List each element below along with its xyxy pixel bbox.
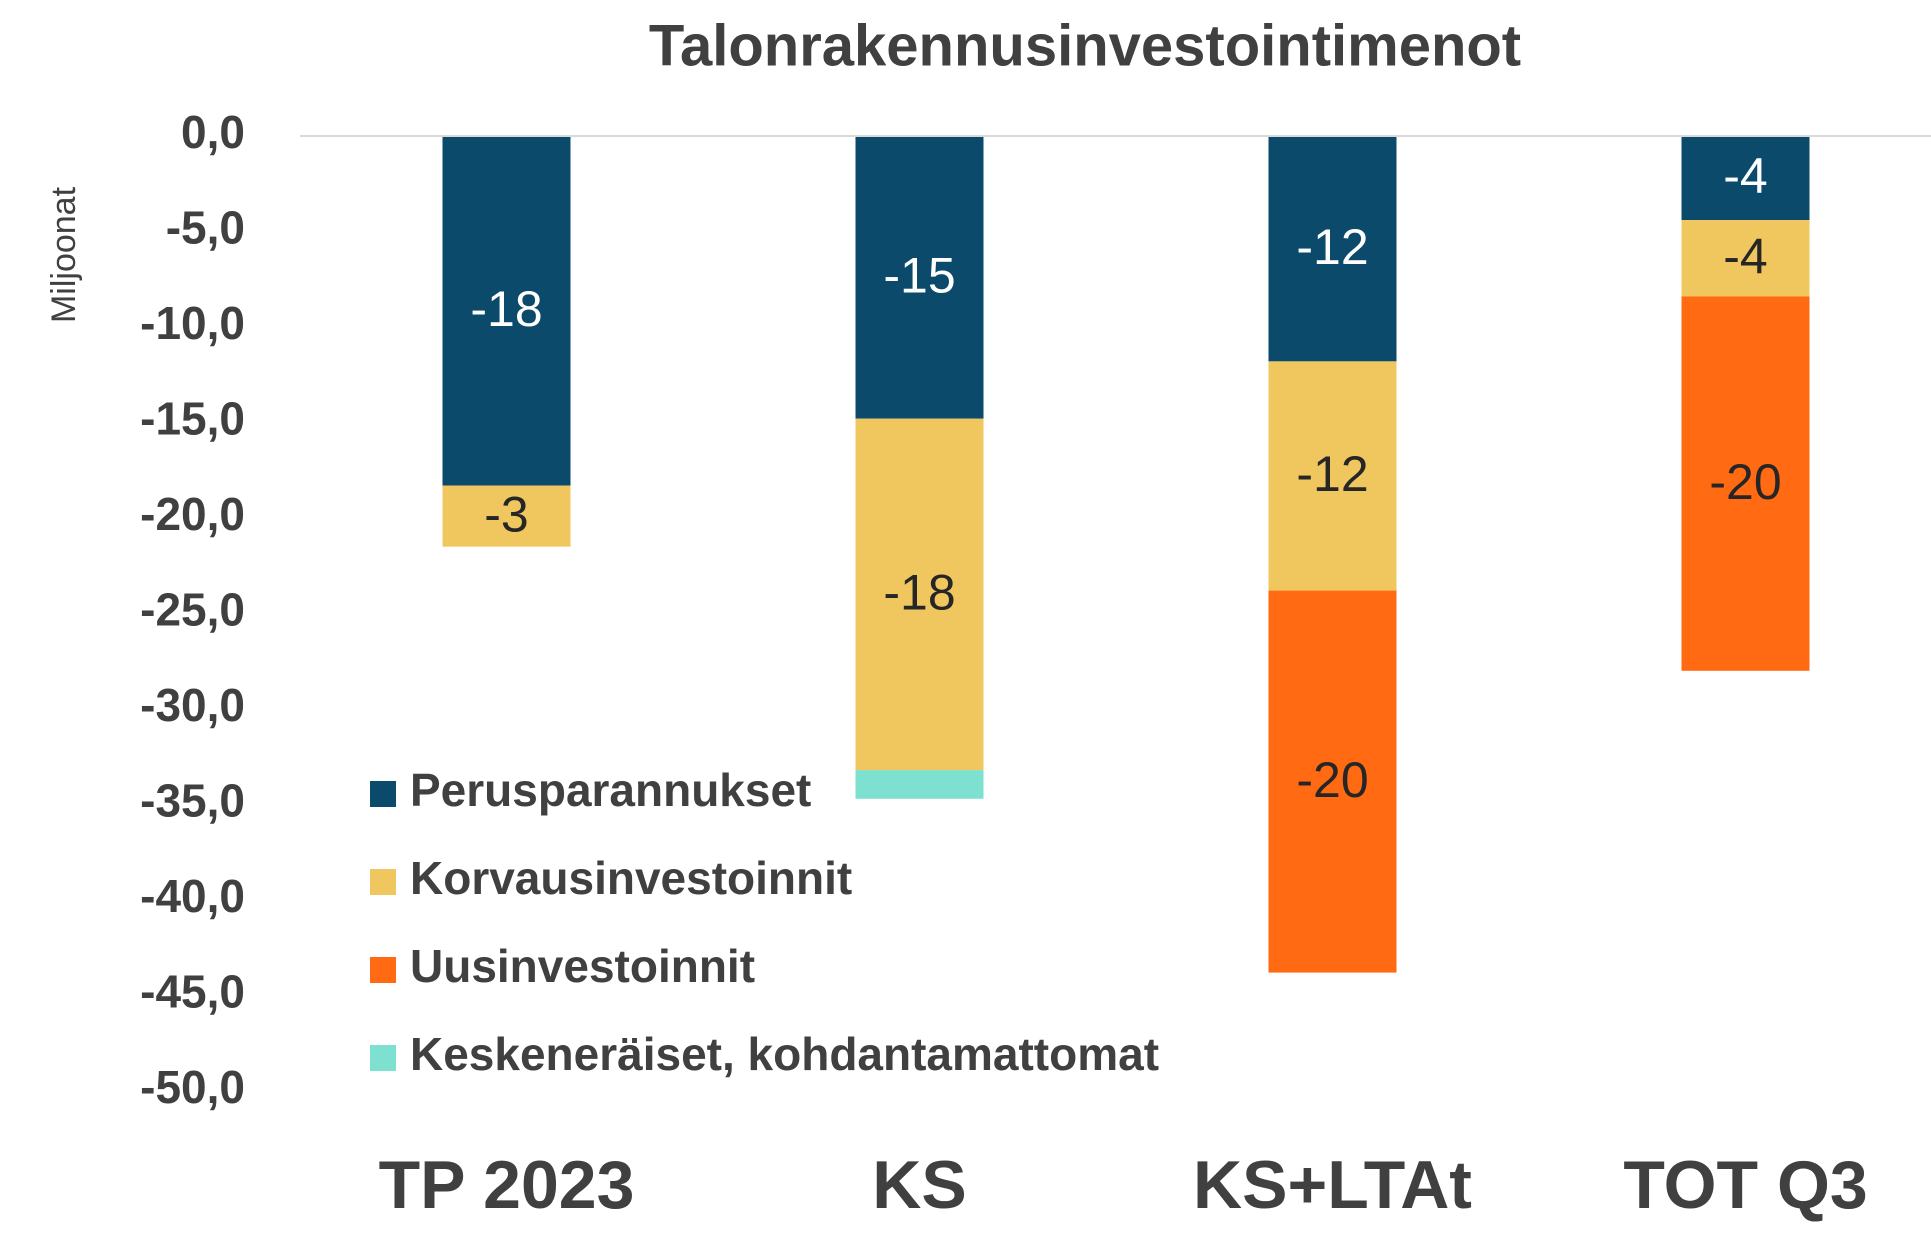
bar-segment [442,136,571,486]
data-label: -3 [484,486,528,542]
data-label: -18 [470,281,542,337]
data-label: -12 [1296,219,1368,275]
data-label: -12 [1296,446,1368,502]
x-tick-label: KS+LTAt [1193,1147,1472,1223]
data-label: -18 [883,565,955,621]
legend-label: Keskeneräiset, kohdantamattomat [410,1028,1159,1080]
legend-swatch [370,781,396,807]
bar-segment [1268,590,1397,973]
legend-swatch [370,869,396,895]
y-tick-label: -50,0 [140,1061,245,1113]
chart-title: Talonrakennusinvestointimenot [649,13,1521,78]
bar-segment [1268,361,1397,591]
legend-label: Perusparannukset [410,764,811,816]
data-label: -20 [1296,752,1368,808]
data-label: -20 [1709,454,1781,510]
data-label: -15 [883,248,955,304]
y-tick-label: -25,0 [140,584,245,636]
y-tick-label: -40,0 [140,870,245,922]
legend-swatch [370,957,396,983]
y-tick-label: -20,0 [140,488,245,540]
data-label: -4 [1723,228,1767,284]
y-tick-label: -15,0 [140,393,245,445]
y-tick-label: -5,0 [166,202,245,254]
data-label: -4 [1723,148,1767,204]
y-tick-label: -35,0 [140,775,245,827]
x-tick-label: KS [872,1147,966,1223]
bar-segment [855,418,984,771]
y-tick-label: -30,0 [140,679,245,731]
bar-segment [855,770,984,799]
legend-swatch [370,1045,396,1071]
y-axis-label: Miljoonat [45,186,83,323]
bar-segment [855,136,984,419]
bar-segment [1681,220,1810,297]
bar-segment [442,485,571,547]
bar-segment [1681,136,1810,221]
bar-segment [1268,136,1397,362]
y-tick-label: -45,0 [140,966,245,1018]
legend-label: Korvausinvestoinnit [410,852,852,904]
legend-label: Uusinvestoinnit [410,940,755,992]
x-tick-label: TP 2023 [379,1147,635,1223]
bar-segment [1681,296,1810,671]
x-tick-label: TOT Q3 [1623,1147,1867,1223]
y-tick-label: 0,0 [181,106,245,158]
y-tick-label: -10,0 [140,297,245,349]
